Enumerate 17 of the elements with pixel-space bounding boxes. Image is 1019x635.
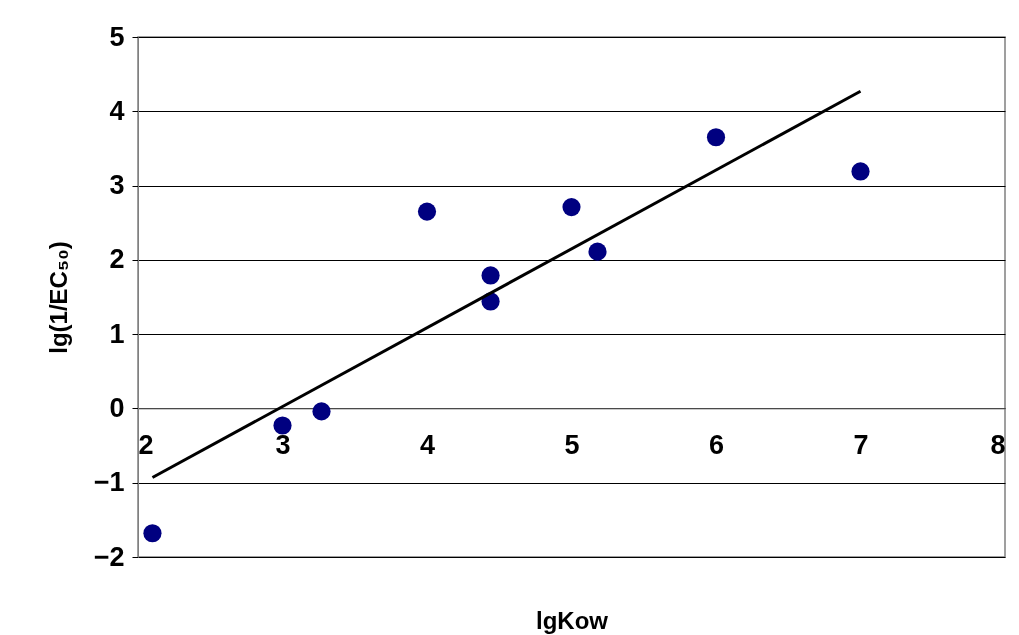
x-tick-label: 3 bbox=[275, 429, 291, 460]
x-tick-label: 2 bbox=[138, 429, 154, 460]
x-tick-label: 5 bbox=[564, 429, 580, 460]
y-tick-label: 5 bbox=[109, 21, 125, 52]
x-tick-label: 6 bbox=[708, 429, 725, 460]
y-tick-label: 1 bbox=[109, 318, 125, 349]
y-tick-label: 2 bbox=[109, 244, 125, 275]
y-tick-label: 4 bbox=[109, 95, 125, 126]
x-tick-label: 8 bbox=[990, 429, 1006, 460]
x-tick-label: 7 bbox=[853, 429, 869, 460]
y-axis-title: lg(1/EC₅₀) bbox=[44, 241, 72, 354]
y-tick-label: 3 bbox=[109, 170, 125, 201]
x-axis-title: lgKow bbox=[536, 606, 609, 634]
y-tick-label: 0 bbox=[109, 392, 125, 423]
x-tick-label: 4 bbox=[419, 429, 436, 460]
y-tick-label: −1 bbox=[93, 467, 125, 498]
y-tick-label: −2 bbox=[93, 541, 125, 572]
